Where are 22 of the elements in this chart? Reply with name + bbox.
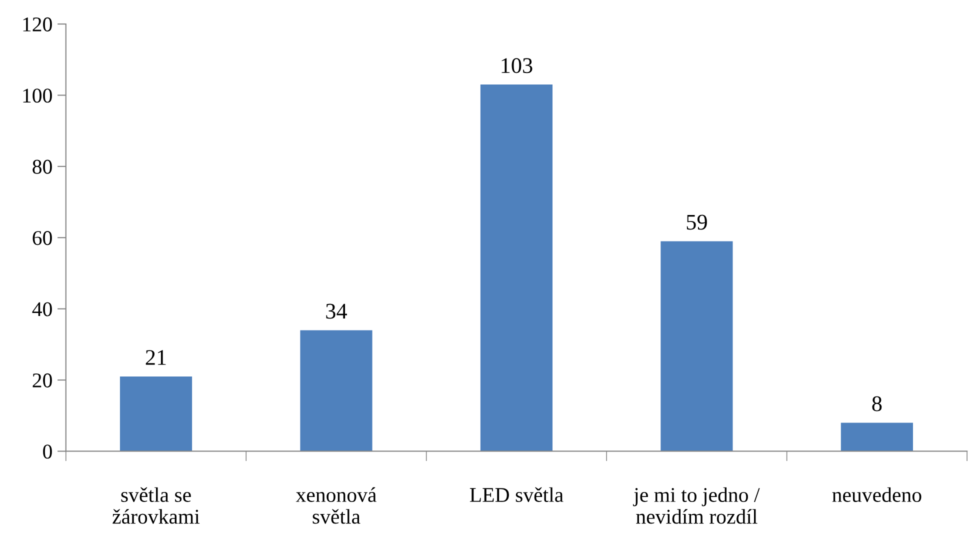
bar — [480, 84, 553, 452]
y-tick-label: 40 — [32, 302, 52, 316]
bar — [660, 241, 733, 452]
x-tick-label: neuvedeno — [832, 487, 922, 502]
data-label: 103 — [502, 58, 532, 74]
data-label: 8 — [872, 396, 882, 412]
y-tick-label: 60 — [32, 231, 52, 246]
y-tick-label: 20 — [32, 373, 52, 388]
y-tick-label: 120 — [23, 17, 52, 32]
data-label: 59 — [686, 214, 707, 230]
bar — [120, 376, 192, 452]
x-tick-label: světla se žárovkami — [112, 487, 200, 524]
x-tick-label: xenonová světla — [296, 487, 376, 524]
y-tick-label: 80 — [32, 160, 52, 174]
data-label: 21 — [146, 350, 166, 365]
y-tick-label: 0 — [43, 444, 52, 459]
x-tick-label: LED světla — [470, 487, 564, 502]
bar — [840, 422, 913, 452]
x-tick-label: je mi to jedno / nevidím rozdíl — [633, 487, 760, 524]
data-label: 34 — [326, 304, 348, 319]
y-tick-label: 100 — [23, 88, 52, 103]
bar — [300, 330, 372, 452]
